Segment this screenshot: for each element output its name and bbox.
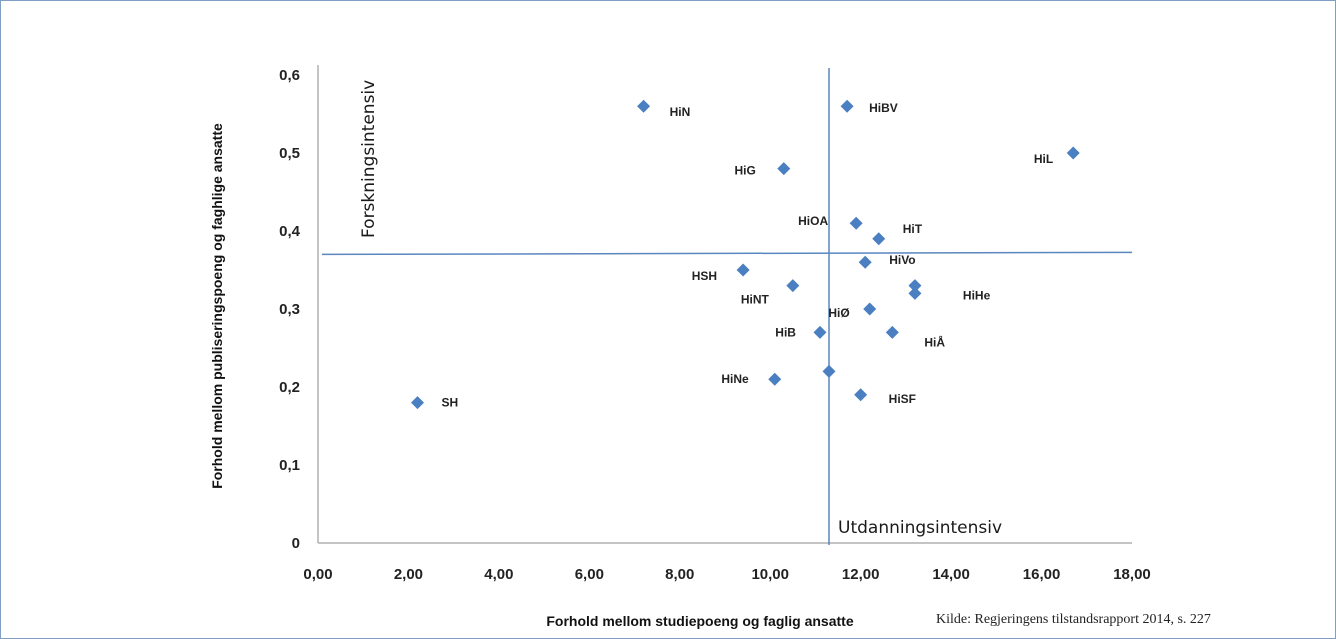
data-point-marker: [872, 232, 886, 246]
data-point-marker: [908, 279, 922, 293]
point-label: HiL: [1034, 152, 1053, 166]
x-tick-label: 6,00: [575, 566, 604, 583]
x-tick-labels: 0,00 2,00 4,00 6,00 8,00 10,00 12,00 14,00 16,00…: [303, 566, 1150, 583]
horizontal-reference-line: [321, 251, 1133, 256]
x-tick-label: 14,00: [932, 566, 970, 583]
x-tick-label: 12,00: [842, 566, 880, 583]
point-label: HiB: [775, 325, 796, 339]
data-point-marker: [410, 396, 424, 410]
y-tick-label: 0,6: [279, 67, 300, 84]
x-tick-label: 10,00: [751, 566, 789, 583]
x-tick-label: 8,00: [665, 566, 694, 583]
source-note: Kilde: Regjeringens tilstandsrapport 201…: [936, 612, 1211, 627]
x-tick-label: 16,00: [1023, 566, 1061, 583]
y-tick-label: 0: [292, 535, 300, 552]
point-label: HiVo: [889, 253, 915, 267]
axes: [317, 65, 1132, 544]
point-label: HiG: [734, 164, 755, 178]
x-axis-title: Forhold mellom studiepoeng og faglig ans…: [546, 613, 853, 629]
data-point-marker: [840, 99, 854, 113]
y-tick-labels: 0 0,1 0,2 0,3 0,4 0,5 0,6: [279, 67, 301, 552]
data-point-marker: [863, 302, 877, 316]
x-tick-label: 0,00: [303, 566, 332, 583]
x-tick-label: 2,00: [394, 566, 423, 583]
data-point-marker: [908, 286, 922, 300]
point-label: HiHe: [963, 288, 991, 302]
data-point-marker: [1066, 146, 1080, 160]
point-label: HiSF: [889, 392, 916, 406]
y-tick-label: 0,3: [279, 301, 300, 318]
point-labels: HiN HiBV HiL HiG HiOA HiT HiVo HSH HiNT HiHe HiØ Hi…: [441, 101, 1053, 409]
point-label: HiN: [670, 105, 691, 119]
y-tick-label: 0,5: [279, 145, 300, 162]
point-label: HiNe: [721, 372, 749, 386]
data-point-marker: [858, 255, 872, 269]
data-point-marker: [786, 279, 800, 293]
data-point-marker: [885, 325, 899, 339]
y-tick-label: 0,2: [279, 379, 300, 396]
x-tick-label: 18,00: [1113, 566, 1151, 583]
point-label: HiÅ: [924, 334, 945, 349]
quadrant-label-utdanningsintensiv: Utdanningsintensiv: [838, 518, 1002, 538]
point-label: HiNT: [741, 293, 770, 307]
data-point-marker: [822, 364, 836, 378]
reference-lines: [321, 68, 1133, 545]
point-label: HiBV: [869, 101, 898, 115]
data-point-marker: [736, 263, 750, 277]
data-point-marker: [849, 216, 863, 230]
point-label: HiT: [903, 222, 923, 236]
y-tick-label: 0,4: [279, 223, 301, 240]
y-tick-label: 0,1: [279, 457, 300, 474]
point-label: SH: [441, 396, 458, 410]
data-point-marker: [768, 372, 782, 386]
point-label: HiOA: [798, 214, 828, 228]
data-point-marker: [813, 325, 827, 339]
data-point-marker: [777, 162, 791, 176]
y-axis-title: Forhold mellom publiseringspoeng og fagh…: [209, 123, 225, 489]
data-points: [410, 99, 1080, 410]
x-tick-label: 4,00: [484, 566, 513, 583]
quadrant-label-forskningsintensiv: Forskningsintensiv: [359, 80, 379, 238]
point-label: HiØ: [828, 306, 849, 320]
point-label: HSH: [692, 269, 717, 283]
data-point-marker: [637, 99, 651, 113]
data-point-marker: [854, 388, 868, 402]
